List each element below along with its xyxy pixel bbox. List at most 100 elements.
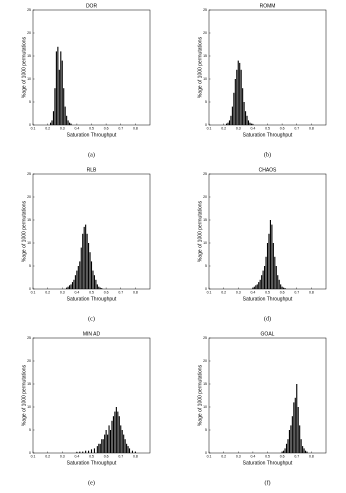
bar bbox=[294, 397, 296, 453]
x-tick-label: 0.3 bbox=[236, 126, 241, 130]
caption: (f) bbox=[265, 479, 271, 486]
bar bbox=[101, 288, 103, 289]
bar bbox=[237, 60, 239, 125]
caption: (b) bbox=[264, 151, 271, 158]
x-tick-label: 0.8 bbox=[309, 454, 314, 458]
bar bbox=[245, 111, 247, 125]
bar bbox=[285, 443, 288, 453]
x-tick-label: 0.7 bbox=[294, 454, 299, 458]
bar bbox=[105, 430, 107, 453]
y-tick-label: 20 bbox=[27, 195, 31, 199]
x-axis-label: Saturation Throughput bbox=[67, 296, 117, 302]
bar bbox=[55, 51, 57, 125]
bar bbox=[111, 420, 113, 453]
x-tick-label: 0.2 bbox=[45, 454, 50, 458]
chart-title: ROMM bbox=[260, 3, 276, 9]
x-tick-label: 0.8 bbox=[133, 454, 138, 458]
bar bbox=[79, 451, 81, 453]
bar bbox=[252, 287, 254, 289]
x-tick-label: 0.1 bbox=[207, 126, 212, 130]
caption: (a) bbox=[88, 151, 95, 158]
bar bbox=[123, 434, 125, 453]
x-tick-label: 0.5 bbox=[89, 290, 94, 294]
x-tick-label: 0.1 bbox=[207, 454, 212, 458]
x-tick-label: 0.1 bbox=[207, 290, 212, 294]
x-tick-label: 0.6 bbox=[280, 290, 285, 294]
x-tick-label: 0.1 bbox=[31, 290, 36, 294]
bar bbox=[234, 79, 236, 125]
x-tick-label: 0.7 bbox=[118, 126, 123, 130]
bar bbox=[230, 115, 232, 125]
bar bbox=[90, 261, 93, 289]
bar bbox=[275, 266, 277, 289]
bar bbox=[82, 233, 84, 289]
x-tick-label: 0.6 bbox=[280, 454, 285, 458]
y-tick-label: 20 bbox=[203, 31, 207, 35]
y-tick-label: 0 bbox=[205, 451, 207, 455]
bar bbox=[96, 446, 98, 453]
y-tick-label: 25 bbox=[27, 8, 31, 12]
y-axis-label: %age of 1000 permutations bbox=[21, 36, 27, 98]
y-tick-label: 25 bbox=[203, 172, 207, 176]
bar bbox=[58, 69, 60, 125]
bar bbox=[247, 120, 250, 125]
y-tick-label: 25 bbox=[27, 336, 31, 340]
bar bbox=[70, 284, 72, 289]
x-axis-label: Saturation Throughput bbox=[243, 132, 293, 138]
y-tick-label: 15 bbox=[27, 218, 31, 222]
x-tick-label: 0.2 bbox=[221, 454, 226, 458]
y-tick-label: 20 bbox=[203, 359, 207, 363]
bar bbox=[82, 451, 84, 453]
bar bbox=[69, 285, 71, 289]
bar bbox=[90, 449, 93, 453]
y-tick-label: 0 bbox=[205, 123, 207, 127]
x-tick-label: 0.2 bbox=[221, 290, 226, 294]
bar bbox=[253, 286, 255, 289]
bar bbox=[88, 243, 90, 289]
x-axis-label: Saturation Throughput bbox=[243, 296, 293, 302]
bar bbox=[99, 287, 101, 289]
bar bbox=[131, 450, 133, 453]
bar bbox=[283, 287, 285, 289]
bar bbox=[300, 439, 302, 453]
bar bbox=[277, 275, 279, 289]
bar bbox=[266, 243, 269, 289]
bar bbox=[85, 450, 87, 453]
y-tick-label: 15 bbox=[27, 54, 31, 58]
bar bbox=[83, 226, 85, 289]
y-tick-label: 5 bbox=[29, 264, 31, 268]
y-tick-label: 10 bbox=[27, 405, 31, 409]
x-tick-label: 0.2 bbox=[221, 126, 226, 130]
bar bbox=[112, 416, 114, 453]
bar bbox=[114, 411, 116, 453]
y-axis-label: %age of 1000 permutations bbox=[197, 200, 203, 262]
bar bbox=[306, 451, 308, 453]
bar bbox=[76, 452, 78, 453]
bar bbox=[127, 446, 129, 453]
caption: (c) bbox=[88, 315, 95, 322]
bar bbox=[77, 266, 79, 289]
bar bbox=[231, 106, 233, 125]
bar bbox=[118, 416, 120, 453]
bar bbox=[66, 115, 68, 125]
bar bbox=[281, 451, 283, 453]
bar bbox=[262, 270, 264, 289]
bar bbox=[299, 425, 301, 453]
bar bbox=[99, 443, 101, 453]
caption: (e) bbox=[88, 479, 95, 486]
bar bbox=[243, 102, 245, 125]
bar bbox=[63, 88, 65, 125]
bar bbox=[61, 60, 63, 125]
x-tick-label: 0.7 bbox=[118, 290, 123, 294]
y-tick-label: 15 bbox=[27, 382, 31, 386]
bar bbox=[264, 266, 266, 289]
bar bbox=[124, 439, 126, 453]
bar bbox=[255, 285, 257, 289]
bar bbox=[54, 88, 56, 125]
bar bbox=[240, 69, 242, 125]
bar bbox=[272, 243, 274, 289]
chart-title: DOR bbox=[86, 3, 98, 9]
x-tick-label: 0.1 bbox=[31, 454, 36, 458]
y-tick-label: 15 bbox=[203, 54, 207, 58]
bar bbox=[304, 450, 307, 453]
